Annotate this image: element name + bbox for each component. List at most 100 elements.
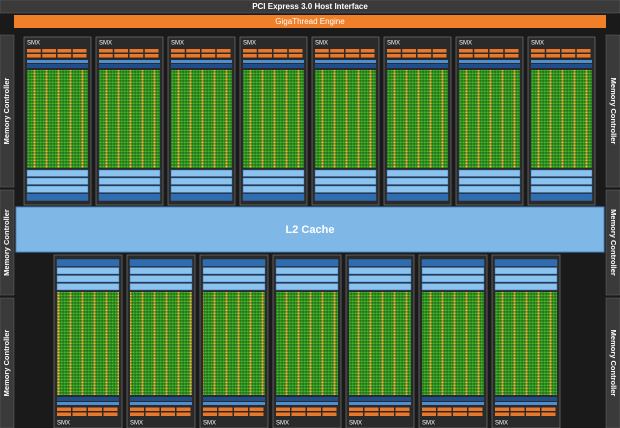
dispatch-unit [288,54,303,58]
memory-controller-label: Memory Controller [609,209,618,276]
register-file [130,397,192,401]
instruction-cache [171,60,232,63]
instruction-cache [243,60,304,63]
dispatch-unit [276,412,290,416]
smx-label: SMX [99,41,112,47]
cache-bar [202,267,266,275]
core-grid [57,292,119,395]
cache-bar [275,283,339,291]
cache-bar [98,169,161,177]
instruction-cache [459,60,520,63]
scheduler-label: GigaThread Engine [275,17,345,26]
core-grid [276,292,338,395]
cache-bar [56,267,120,275]
smx-label: SMX [27,41,40,47]
dispatch-unit [201,54,216,58]
dispatch-unit [72,412,87,416]
cache-bar [275,259,339,267]
dispatch-unit [258,49,272,53]
dispatch-unit [72,407,87,411]
dispatch-unit [27,49,41,53]
cache-bar [242,177,305,185]
register-file [531,64,592,68]
dispatch-unit [129,49,144,53]
dispatch-unit [72,49,87,53]
cache-bar [98,177,161,185]
dispatch-unit [453,407,467,411]
dispatch-unit [526,412,540,416]
register-file [315,64,376,68]
dispatch-unit [258,54,272,58]
register-file [422,397,484,401]
dispatch-unit [495,407,509,411]
cache-bar [275,267,339,275]
dispatch-unit [315,49,329,53]
cache-bar [202,259,266,267]
dispatch-unit [474,49,488,53]
dispatch-unit [504,49,519,53]
memory-controller [605,34,620,188]
l2-cache-label: L2 Cache [286,224,335,236]
dispatch-unit [72,54,87,58]
dispatch-unit [88,412,102,416]
memory-controller [0,34,15,188]
smx-label: SMX [422,421,435,427]
dispatch-unit [243,49,257,53]
memory-controller-label: Memory Controller [2,330,11,397]
smx-label: SMX [349,421,362,427]
dispatch-unit [561,49,576,53]
dispatch-unit [459,54,473,58]
dispatch-unit [349,412,363,416]
register-file [27,64,88,68]
dispatch-unit [468,412,483,416]
cache-bar [458,169,521,177]
cache-bar [56,259,120,267]
register-file [459,64,520,68]
cache-bar [348,267,412,275]
dispatch-unit [510,407,525,411]
cache-bar [530,185,593,193]
cache-bar [242,185,305,193]
dispatch-unit [249,412,264,416]
memory-controller [0,189,15,296]
dispatch-unit [531,49,545,53]
smx-label: SMX [276,421,289,427]
cache-bar [98,193,161,201]
dispatch-unit [489,49,504,53]
core-grid [387,70,448,168]
dispatch-unit [345,54,360,58]
dispatch-unit [402,49,416,53]
dispatch-unit [330,54,344,58]
dispatch-unit [42,54,56,58]
dispatch-unit [176,407,191,411]
dispatch-unit [330,49,344,53]
register-file [276,397,338,401]
instruction-cache [276,402,338,405]
dispatch-unit [504,54,519,58]
cache-bar [242,193,305,201]
dispatch-unit [203,407,217,411]
register-file [57,397,119,401]
dispatch-unit [546,54,560,58]
dispatch-unit [114,54,128,58]
cache-bar [129,283,193,291]
core-grid [27,70,88,168]
core-grid [349,292,411,395]
dispatch-unit [273,54,288,58]
instruction-cache [387,60,448,63]
dispatch-unit [576,49,591,53]
instruction-cache [349,402,411,405]
dispatch-unit [201,49,216,53]
cache-bar [202,283,266,291]
dispatch-unit [349,407,363,411]
register-file [243,64,304,68]
dispatch-unit [459,49,473,53]
dispatch-unit [27,54,41,58]
core-grid [459,70,520,168]
memory-controller-label: Memory Controller [609,78,618,145]
instruction-cache [315,60,376,63]
smx-label: SMX [130,421,143,427]
instruction-cache [130,402,192,405]
dispatch-unit [402,54,416,58]
